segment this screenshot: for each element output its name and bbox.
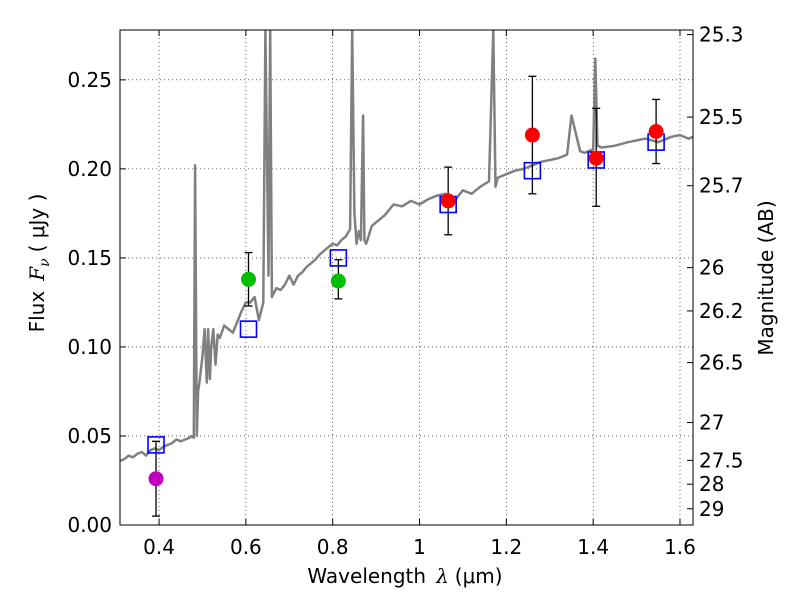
- x-axis-label: Wavelength λ (μm): [307, 564, 502, 588]
- y-tick-label: 0.20: [67, 157, 112, 181]
- x-tick-label: 1.2: [490, 535, 522, 559]
- x-axis-label-symbol: λ: [435, 564, 449, 588]
- spectrum-line: [120, 30, 693, 463]
- y2-tick-label: 25.3: [699, 23, 744, 47]
- model-point: [329, 249, 348, 267]
- x-axis-label-unit: (μm): [455, 564, 503, 588]
- y2-tick-label: 25.7: [699, 174, 744, 198]
- y2-tick-label: 29: [699, 497, 724, 521]
- x-tick-label: 1.6: [664, 535, 696, 559]
- model-point: [239, 320, 258, 338]
- observed-point: [330, 273, 346, 289]
- marker-layer: [147, 123, 665, 487]
- observed-point: [588, 150, 604, 166]
- y2-tick-label: 26.5: [699, 351, 744, 375]
- y-axis-label-symbol: F: [25, 266, 49, 282]
- y-axis-label-subscript: ν: [37, 258, 53, 267]
- y-axis-label-unit: ( μJy ): [25, 194, 49, 253]
- errorbar-layer: [152, 75, 661, 517]
- spectrum-layer: [120, 30, 693, 463]
- y2-tick-label: 27.5: [699, 448, 744, 472]
- y-axis-label: Flux Fν ( μJy ): [25, 194, 53, 333]
- y-tick-label: 0.00: [67, 513, 112, 537]
- x-tick-label: 0.4: [143, 535, 175, 559]
- model-point: [147, 436, 165, 454]
- y2-tick-label: 27: [699, 411, 724, 435]
- observed-point: [240, 271, 256, 287]
- y2-tick-label: 25.5: [699, 105, 744, 129]
- tick-layer: 0.4 0.6 0.8 1 1.2 1.4 1.6 0.00 0.05 0.10 0.15 0.20 0…: [67, 23, 743, 559]
- y2-tick-label: 26.2: [699, 299, 744, 323]
- y2-tick-label: 28: [699, 472, 724, 496]
- plot-frame: [119, 29, 694, 526]
- x-axis-label-text: Wavelength: [307, 564, 426, 588]
- x-tick-label: 0.8: [317, 535, 349, 559]
- observed-point: [524, 127, 540, 143]
- x-tick-label: 1: [413, 535, 426, 559]
- x-tick-label: 0.6: [230, 535, 262, 559]
- x-tick-label: 1.4: [577, 535, 609, 559]
- y-tick-label: 0.10: [67, 335, 112, 359]
- grid: [120, 30, 693, 525]
- observed-point: [148, 471, 164, 487]
- observed-point: [648, 123, 664, 139]
- y-axis-label-text: Flux: [25, 291, 49, 333]
- observed-point: [440, 193, 456, 209]
- model-point: [523, 161, 542, 180]
- y2-axis-label: Magnitude (AB): [754, 200, 778, 355]
- y-tick-label: 0.25: [67, 68, 112, 92]
- y2-tick-label: 26: [699, 256, 724, 280]
- y-tick-label: 0.05: [67, 424, 112, 448]
- y-tick-label: 0.15: [67, 246, 112, 270]
